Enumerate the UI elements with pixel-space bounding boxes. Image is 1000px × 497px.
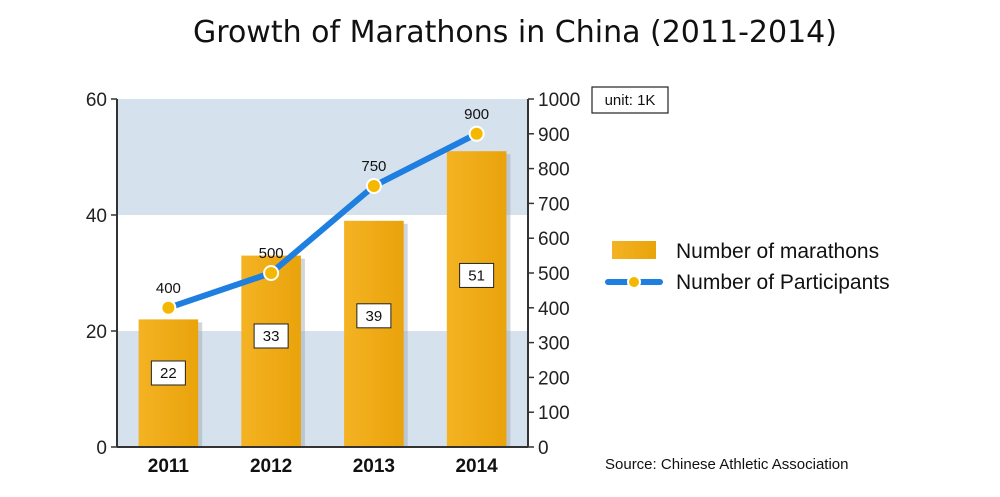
bar-label-box: [459, 262, 495, 288]
legend-label-marathons: Number of marathons: [676, 240, 879, 263]
line-point: [263, 265, 280, 281]
line-point: [365, 178, 382, 194]
x-tick-label: 2011: [148, 456, 190, 477]
participants-line: [165, 130, 480, 311]
bar-label-box: [150, 360, 186, 386]
bar-series: 22 33 39 51: [138, 151, 511, 447]
unit-note-box: unit: 1K: [591, 86, 669, 114]
unit-note: unit: 1K: [605, 92, 656, 109]
right-tick-label: 800: [538, 160, 570, 181]
source-note: Source: Chinese Athletic Association: [605, 456, 848, 473]
legend-bar-swatch: [612, 241, 656, 259]
bar-label-box: [253, 323, 289, 349]
left-tick-label: 60: [86, 90, 107, 111]
legend-line-marker: [627, 275, 641, 289]
left-tick-label: 20: [86, 322, 107, 343]
bar-data-label: 39: [366, 308, 383, 325]
x-tick-label: 2014: [455, 456, 498, 477]
right-tick-label: 300: [538, 334, 570, 355]
left-tick-label: 0: [96, 438, 107, 459]
right-tick-label: 100: [538, 403, 570, 424]
right-tick-label: 0: [538, 438, 549, 459]
chart-title: Growth of Marathons in China (2011-2014): [193, 15, 837, 50]
line-data-label: 900: [464, 106, 489, 123]
right-tick-label: 400: [538, 299, 570, 320]
right-tick-label: 500: [538, 264, 570, 285]
bar-data-label: 22: [160, 365, 177, 382]
line-point: [160, 299, 177, 316]
right-tick-label: 700: [538, 194, 570, 215]
line-data-label: 400: [156, 280, 181, 297]
legend: Number of marathons Number of Participan…: [605, 240, 890, 294]
bar: [446, 151, 507, 447]
bar: [241, 255, 301, 447]
x-tick-label: 2012: [250, 456, 292, 477]
right-tick-label: 200: [538, 368, 570, 389]
x-tick-label: 2013: [353, 456, 395, 477]
left-tick-label: 40: [86, 206, 107, 227]
axes: 0204060010020030040050060070080090010002…: [86, 90, 580, 477]
bar-data-label: 33: [263, 328, 280, 345]
line-series: 400 500 750 900: [156, 106, 489, 316]
line-data-label: 750: [361, 158, 386, 175]
bar-label-box: [356, 303, 392, 329]
right-tick-label: 1000: [538, 90, 580, 111]
right-tick-label: 900: [538, 125, 570, 146]
line-point: [468, 125, 485, 142]
legend-label-participants: Number of Participants: [676, 271, 890, 294]
line-data-label: 500: [259, 245, 284, 262]
bar: [344, 220, 404, 447]
right-tick-label: 600: [538, 229, 570, 250]
bar-data-label: 51: [468, 267, 485, 284]
